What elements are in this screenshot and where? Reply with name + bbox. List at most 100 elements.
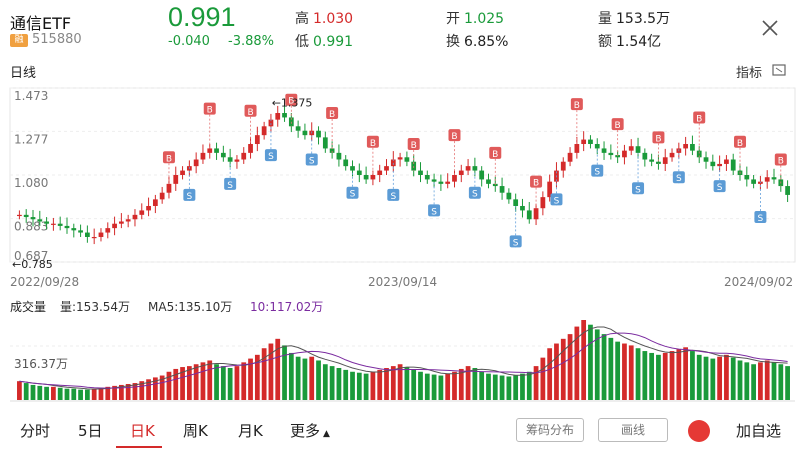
volume-bar xyxy=(649,352,655,400)
indicator-button[interactable]: 指标 xyxy=(736,66,763,81)
candle-body xyxy=(574,144,580,153)
sell-marker[interactable]: S xyxy=(713,163,726,193)
tab-more[interactable]: 更多 ▲ xyxy=(290,420,330,441)
buy-marker[interactable]: B xyxy=(570,98,583,145)
volume-bar xyxy=(329,366,335,400)
volume-bar xyxy=(730,357,736,400)
chip-distribution-button[interactable]: 筹码分布 xyxy=(516,418,584,442)
volume-bar xyxy=(343,369,349,400)
sell-marker[interactable]: S xyxy=(509,205,522,248)
svg-text:B: B xyxy=(615,121,621,131)
sell-marker[interactable]: S xyxy=(264,119,277,162)
volume-bar xyxy=(282,345,287,400)
security-name: 通信ETF xyxy=(10,14,72,33)
volume-bar xyxy=(737,360,743,400)
volume-bar xyxy=(696,354,702,400)
volume-bar xyxy=(581,320,587,400)
candle-body xyxy=(139,210,145,215)
volume-bar xyxy=(642,351,648,400)
tab-5day[interactable]: 5日 xyxy=(78,422,103,440)
turnover-value: 6.85% xyxy=(464,34,509,50)
add-to-watchlist-button[interactable]: 加自选 xyxy=(736,422,782,440)
candle-body xyxy=(200,152,206,160)
volume-bar xyxy=(350,371,355,400)
buy-marker[interactable]: B xyxy=(203,102,216,149)
candle-body xyxy=(540,197,546,209)
buy-marker[interactable]: B xyxy=(652,131,665,164)
sell-marker[interactable]: S xyxy=(183,166,196,202)
sell-marker[interactable]: S xyxy=(468,170,481,200)
kline-chart[interactable]: 1.473 1.277 1.080 0.883 0.687 B S B S B S B S B S B S B S B… xyxy=(0,80,800,292)
sell-marker[interactable]: S xyxy=(632,152,645,195)
draw-line-button[interactable]: 画线 xyxy=(598,418,668,442)
volume-bar xyxy=(336,368,342,400)
candle-body xyxy=(132,214,138,220)
candle-body xyxy=(649,159,655,162)
volume-bar xyxy=(91,388,97,400)
sell-marker[interactable]: S xyxy=(305,130,318,167)
buy-marker[interactable]: B xyxy=(366,135,379,175)
svg-text:B: B xyxy=(451,132,457,142)
volume-bar xyxy=(540,357,546,400)
sell-marker[interactable]: S xyxy=(387,159,400,202)
tab-intraday[interactable]: 分时 xyxy=(20,422,51,440)
candle-body xyxy=(282,113,287,118)
candle-body xyxy=(275,113,281,120)
volume-bar xyxy=(547,348,553,400)
candle-body xyxy=(350,166,355,171)
sell-marker[interactable]: S xyxy=(591,148,604,178)
candle-body xyxy=(492,183,498,187)
volume-bar xyxy=(302,358,308,400)
close-icon[interactable] xyxy=(760,18,780,38)
high-value: 1.030 xyxy=(313,11,354,27)
buy-marker[interactable]: B xyxy=(407,138,420,171)
svg-text:S: S xyxy=(186,192,192,202)
svg-text:S: S xyxy=(717,183,723,193)
buy-marker[interactable]: B xyxy=(693,111,706,158)
volume-bar xyxy=(703,356,709,400)
svg-text:B: B xyxy=(492,150,498,160)
turnover-field: 换 6.85% xyxy=(446,31,508,51)
buy-marker[interactable]: B xyxy=(326,107,339,153)
sell-marker[interactable]: S xyxy=(428,181,441,218)
volume-bar xyxy=(758,362,763,400)
candle-body xyxy=(336,152,342,160)
buy-marker[interactable]: B xyxy=(244,104,257,145)
sell-marker[interactable]: S xyxy=(550,170,563,207)
volume-bar xyxy=(356,372,362,400)
candle-body xyxy=(64,225,70,229)
volume-bar xyxy=(452,371,457,400)
volume-chart[interactable]: 316.37万 xyxy=(0,316,800,404)
candle-body xyxy=(295,126,301,131)
volume-bar xyxy=(37,385,43,400)
record-dot-icon[interactable] xyxy=(688,420,710,442)
buy-marker[interactable]: B xyxy=(162,151,175,184)
buy-marker[interactable]: B xyxy=(448,129,461,175)
candle-body xyxy=(622,150,627,158)
candle-body xyxy=(166,183,172,193)
sell-marker[interactable]: S xyxy=(672,148,685,184)
candle-body xyxy=(234,159,240,162)
volume-bar xyxy=(615,341,621,400)
buy-marker[interactable]: B xyxy=(285,93,298,127)
buy-marker[interactable]: B xyxy=(489,146,502,187)
svg-text:S: S xyxy=(431,207,437,217)
buy-marker[interactable]: B xyxy=(530,175,543,209)
volume-bar xyxy=(771,362,777,400)
fullscreen-icon[interactable] xyxy=(772,64,786,76)
candle-body xyxy=(608,152,614,156)
volume-bar xyxy=(764,360,770,400)
buy-marker[interactable]: B xyxy=(774,153,787,187)
tab-monthly[interactable]: 月K xyxy=(238,422,263,440)
buy-marker[interactable]: B xyxy=(611,118,624,158)
tab-weekly[interactable]: 周K xyxy=(183,422,208,440)
sell-marker[interactable]: S xyxy=(224,161,237,191)
volume-ma5: MA5:135.10万 xyxy=(148,300,233,314)
volume-bar xyxy=(411,369,417,400)
volume-bar xyxy=(744,362,750,400)
sell-marker[interactable]: S xyxy=(754,181,767,224)
tab-daily[interactable]: 日K xyxy=(130,422,155,440)
buy-marker[interactable]: B xyxy=(734,135,747,175)
sell-marker[interactable]: S xyxy=(346,170,359,200)
period-tabs: 分时 5日 日K 周K 月K 更多 ▲ 筹码分布 画线 加自选 xyxy=(0,408,800,450)
